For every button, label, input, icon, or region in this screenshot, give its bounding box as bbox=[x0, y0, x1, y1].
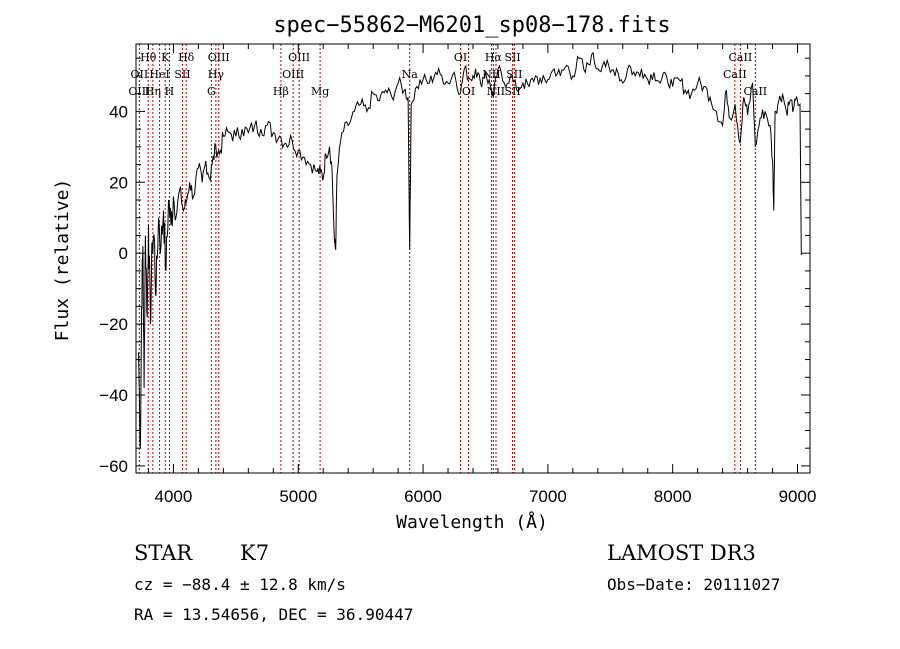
line-label: OI bbox=[462, 85, 475, 98]
x-tick-label: 6000 bbox=[404, 487, 442, 506]
line-label: OIII bbox=[128, 85, 150, 98]
line-label: NII bbox=[487, 85, 505, 98]
y-tick-label: 40 bbox=[109, 102, 128, 121]
x-tick-label: 5000 bbox=[279, 487, 317, 506]
line-label: Hα bbox=[485, 51, 503, 64]
spectrum-line bbox=[138, 51, 802, 449]
line-label: CaII bbox=[729, 51, 753, 64]
object-class: STAR bbox=[134, 541, 193, 565]
redshift-velocity: cz = −88.4 ± 12.8 km/s bbox=[134, 575, 346, 594]
line-label: Hβ bbox=[273, 85, 289, 98]
line-label: SII bbox=[506, 68, 522, 81]
y-axis-ticks: −60 −40 −20 0 20 40 bbox=[99, 57, 810, 476]
line-label: Hδ bbox=[178, 51, 195, 64]
line-label: OI bbox=[454, 51, 467, 64]
coordinates: RA = 13.54656, DEC = 36.90447 bbox=[134, 605, 413, 624]
line-label: CaII bbox=[743, 85, 767, 98]
chart-title: spec−55862−M6201_sp08−178.fits bbox=[273, 13, 670, 38]
x-tick-label: 9000 bbox=[779, 487, 817, 506]
observation-date: Obs−Date: 20111027 bbox=[607, 575, 780, 594]
line-label: G bbox=[207, 85, 216, 98]
line-label: K bbox=[161, 51, 170, 64]
y-tick-label: 0 bbox=[119, 244, 128, 263]
line-label: OII bbox=[131, 68, 149, 81]
x-axis-ticks: 4000 5000 6000 7000 8000 9000 bbox=[147, 44, 817, 506]
object-subclass: K7 bbox=[240, 541, 269, 565]
line-label: OIII bbox=[288, 51, 310, 64]
x-tick-label: 4000 bbox=[155, 487, 193, 506]
y-axis-label: Flux (relative) bbox=[52, 179, 73, 342]
x-tick-label: 7000 bbox=[529, 487, 567, 506]
line-label: Na bbox=[402, 68, 419, 81]
line-label: Mg bbox=[311, 85, 329, 98]
y-tick-label: −60 bbox=[99, 457, 128, 476]
line-label: OIII bbox=[208, 51, 230, 64]
line-label: HeI bbox=[149, 68, 169, 81]
line-label: SII bbox=[504, 51, 520, 64]
spectral-line-markers bbox=[138, 44, 756, 473]
survey-name: LAMOST DR3 bbox=[607, 541, 756, 565]
x-tick-label: 8000 bbox=[654, 487, 692, 506]
plot-frame bbox=[135, 43, 811, 474]
y-tick-label: −20 bbox=[99, 315, 128, 334]
y-tick-label: −40 bbox=[99, 386, 128, 405]
line-label: Hθ bbox=[140, 51, 157, 64]
line-label: H bbox=[165, 85, 175, 98]
line-label: CaII bbox=[723, 68, 747, 81]
y-tick-label: 20 bbox=[109, 173, 128, 192]
line-label: OIII bbox=[282, 68, 304, 81]
x-axis-label: Wavelength (Å) bbox=[396, 511, 548, 533]
line-label: Hγ bbox=[208, 68, 225, 81]
line-label: Hη bbox=[145, 85, 161, 98]
line-label: SII bbox=[174, 68, 190, 81]
